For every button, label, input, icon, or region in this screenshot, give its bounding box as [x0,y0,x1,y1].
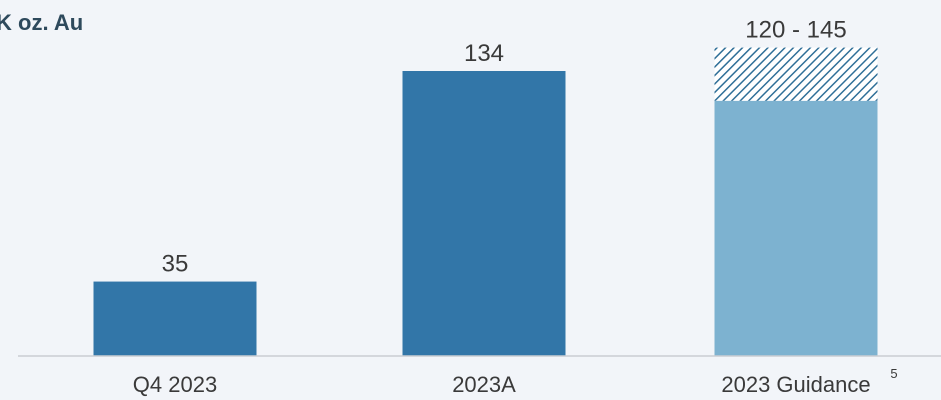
bar-q4-2023 [93,281,257,356]
bar-2023a [402,71,566,356]
data-label: 134 [464,40,504,67]
x-tick-label: Q4 2023 [133,372,217,397]
x-tick-label: 2023A [452,372,516,397]
guidance-range-hatch [714,47,878,101]
x-tick-label: 2023 Guidance [721,372,870,397]
bar-2023-guidance [714,100,878,356]
footnote-marker: 5 [890,366,897,381]
data-label: 120 - 145 [745,17,846,44]
data-label: 35 [162,251,189,278]
unit-label: K oz. Au [0,10,84,35]
